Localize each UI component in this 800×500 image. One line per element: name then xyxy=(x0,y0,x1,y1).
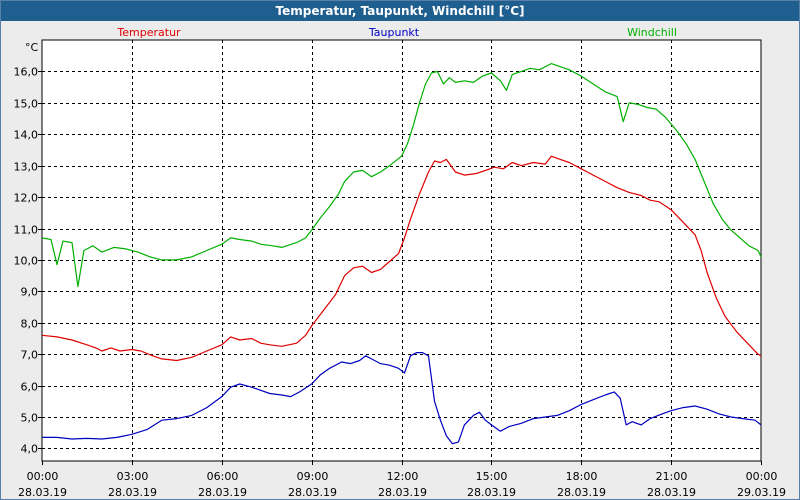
grid-lines xyxy=(42,40,761,461)
y-tick-label: 13,0 xyxy=(14,161,39,174)
legend-entry-temperatur: Temperatur xyxy=(116,26,181,39)
x-tick-date: 28.03.19 xyxy=(198,486,247,499)
series-lines xyxy=(41,62,762,445)
y-tick-label: 11,0 xyxy=(14,224,39,237)
y-tick-label: 16,0 xyxy=(14,66,39,79)
plot-area xyxy=(41,39,762,462)
y-tick-label: 7,0 xyxy=(21,349,39,362)
x-tick-date: 28.03.19 xyxy=(647,486,696,499)
x-tick-time: 12:00 xyxy=(387,470,419,483)
x-tick-date: 28.03.19 xyxy=(18,486,67,499)
series-line-taupunkt xyxy=(42,352,762,445)
y-tick-label: 10,0 xyxy=(14,255,39,268)
y-axis-label: °C xyxy=(25,41,39,54)
y-tick-label: 9,0 xyxy=(21,286,39,299)
x-tick-date: 29.03.19 xyxy=(737,486,786,499)
x-tick-date: 28.03.19 xyxy=(467,486,516,499)
legend-entry-windchill: Windchill xyxy=(627,26,677,39)
y-tick-label: 14,0 xyxy=(14,129,39,142)
y-tick-label: 15,0 xyxy=(14,98,39,111)
x-tick-date: 28.03.19 xyxy=(288,486,337,499)
line-chart: 4,0 5,0 6,0 7,0 8,0 9,0 10,0 11,0 12,0 13,0 14,0 15… xyxy=(14,26,786,499)
x-tick-time: 18:00 xyxy=(566,470,598,483)
y-tick-label: 6,0 xyxy=(21,381,39,394)
x-tick-date: 28.03.19 xyxy=(557,486,606,499)
x-tick-time: 03:00 xyxy=(117,470,149,483)
y-tick-label: 4,0 xyxy=(21,443,39,456)
x-tick-time: 21:00 xyxy=(656,470,688,483)
x-tick-time: 09:00 xyxy=(297,470,329,483)
x-tick-date: 28.03.19 xyxy=(378,486,427,499)
y-tick-label: 8,0 xyxy=(21,318,39,331)
legend-entry-taupunkt: Taupunkt xyxy=(368,26,420,39)
x-tick-time: 00:00 xyxy=(27,470,59,483)
x-tick-date: 28.03.19 xyxy=(108,486,157,499)
legend: Temperatur Taupunkt Windchill xyxy=(116,26,677,39)
x-tick-time: 00:00 xyxy=(746,470,778,483)
y-axis-ticks: 4,0 5,0 6,0 7,0 8,0 9,0 10,0 11,0 12,0 13,0 14,0 15… xyxy=(14,66,42,456)
x-tick-time: 06:00 xyxy=(207,470,239,483)
series-line-temperatur xyxy=(41,155,762,362)
series-line-windchill xyxy=(41,62,762,288)
chart-title: Temperatur, Taupunkt, Windchill [°C] xyxy=(1,1,799,21)
y-tick-label: 12,0 xyxy=(14,192,39,205)
x-tick-time: 15:00 xyxy=(476,470,508,483)
x-axis-ticks: 00:00 28.03.19 03:00 28.03.19 06:00 28.03.19 0… xyxy=(18,461,786,499)
y-tick-label: 5,0 xyxy=(21,412,39,425)
